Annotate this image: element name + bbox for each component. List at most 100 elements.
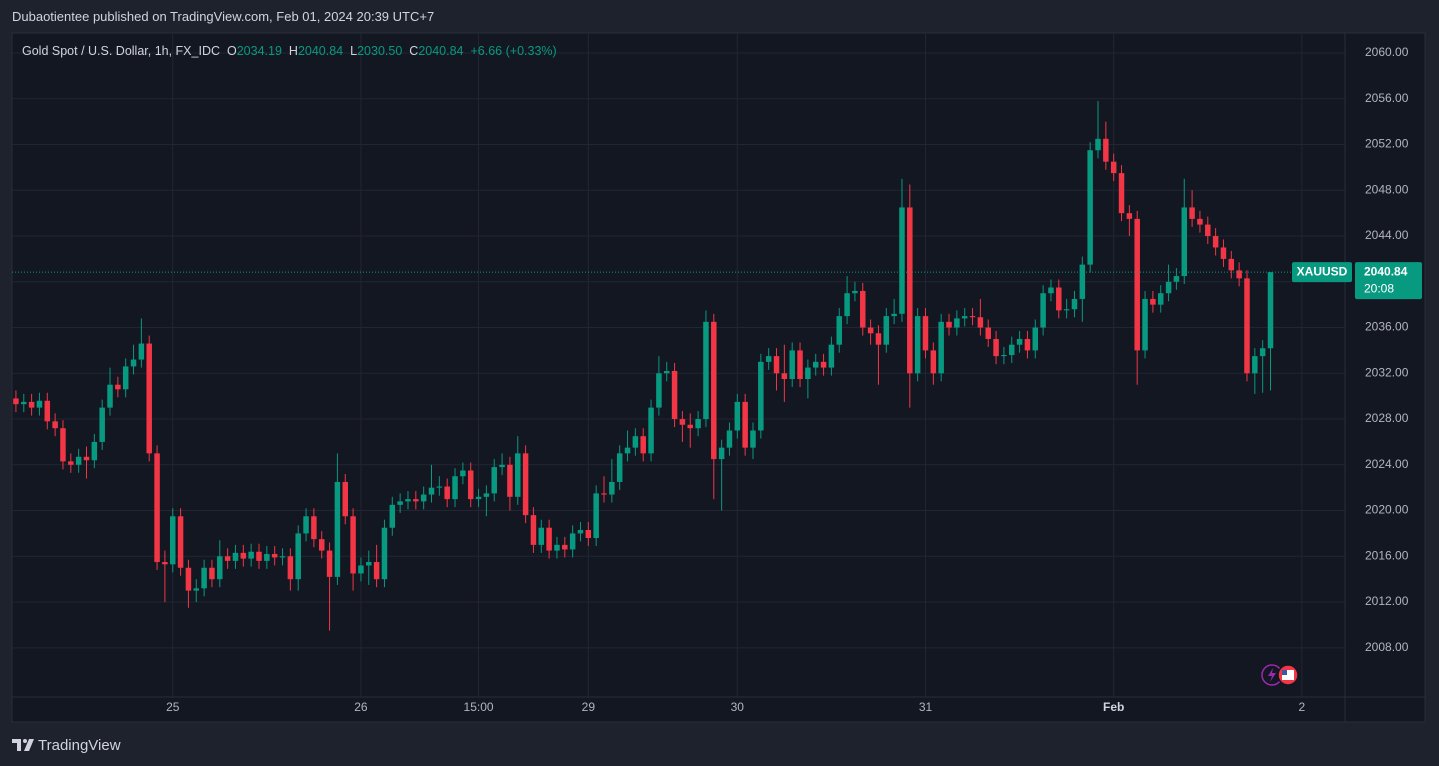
candle-body — [444, 486, 450, 500]
candle-body — [1103, 138, 1109, 162]
candle-body — [68, 461, 74, 465]
candle-body — [640, 436, 646, 454]
candle-body — [334, 481, 341, 577]
candle-body — [1212, 236, 1219, 248]
candle-body — [436, 486, 443, 488]
candle-body — [1236, 270, 1242, 279]
candle-body — [413, 499, 419, 502]
candle-body — [1056, 287, 1062, 311]
candle-body — [1110, 161, 1117, 174]
candle-body — [522, 453, 529, 516]
candle-body — [1228, 258, 1235, 271]
candle-body — [279, 556, 286, 558]
candle-body — [601, 493, 607, 495]
candle-body — [852, 290, 858, 294]
candle-body — [358, 565, 364, 574]
candle-body — [122, 366, 129, 390]
candle-body — [342, 481, 348, 517]
candle-body — [1244, 278, 1250, 374]
y-tick-label: 2008.00 — [1365, 640, 1409, 654]
x-tick-label: 2 — [1299, 700, 1306, 714]
candle-body — [240, 552, 247, 559]
candle-body — [750, 430, 756, 448]
publish-header: Dubaotientee published on TradingView.co… — [12, 9, 435, 24]
candle-body — [44, 400, 51, 422]
candle-body — [256, 551, 262, 561]
legend-value: 2030.50 — [357, 44, 403, 58]
candle-body — [1040, 293, 1046, 328]
x-tick-label: 31 — [919, 700, 933, 714]
candle-body — [1071, 298, 1078, 310]
candle-body — [452, 476, 458, 500]
candle-body — [632, 436, 639, 448]
candle-body — [648, 407, 654, 454]
candle-body — [467, 470, 474, 500]
candle-body — [860, 290, 866, 328]
candle-body — [201, 567, 207, 589]
candle-body — [734, 401, 741, 431]
candle-body — [687, 424, 694, 429]
y-tick-label: 2060.00 — [1365, 45, 1409, 59]
candle-body — [1079, 264, 1086, 299]
candle-body — [52, 421, 58, 429]
candle-body — [828, 344, 835, 368]
candle-body — [169, 516, 176, 565]
candle-body — [1095, 138, 1101, 151]
candle-body — [946, 321, 952, 328]
candle-body — [1009, 344, 1015, 355]
candle-body — [891, 313, 897, 317]
candle-body — [389, 504, 396, 528]
candle-body — [209, 567, 215, 580]
candle-body — [907, 207, 913, 374]
candle-body — [789, 350, 795, 380]
candle-body — [1205, 224, 1211, 237]
candle-body — [703, 321, 709, 420]
candle-body — [554, 544, 560, 551]
candle-body — [381, 527, 388, 580]
candle-body — [985, 327, 991, 339]
candle-body — [287, 556, 294, 580]
candle-body — [507, 464, 513, 497]
candle-body — [405, 499, 411, 502]
candle-body — [515, 453, 521, 497]
candle-body — [875, 333, 882, 345]
brand-name: TradingView — [38, 737, 121, 754]
candle-body — [318, 539, 325, 551]
candle-body — [836, 316, 842, 345]
legend-key: H — [288, 44, 298, 58]
price-tag: 2040.84 — [1364, 264, 1408, 278]
candle-body — [130, 359, 137, 367]
candle-body — [585, 529, 592, 539]
candle-body — [930, 350, 937, 374]
candle-body — [969, 316, 976, 318]
brand-logo — [12, 739, 34, 751]
candle-body — [193, 588, 200, 591]
candle-body — [232, 552, 239, 561]
candle-body — [138, 343, 145, 360]
candle-body — [797, 350, 803, 380]
candle-body — [1165, 281, 1172, 294]
event-icons — [1261, 664, 1299, 686]
candle-body — [366, 562, 372, 566]
y-tick-label: 2028.00 — [1365, 411, 1409, 425]
event-icon-bolt — [1268, 668, 1276, 682]
candle-body — [742, 401, 748, 448]
candle-body — [177, 516, 184, 568]
event-flag-canton — [1282, 670, 1287, 675]
candle-body — [899, 207, 905, 314]
legend-key: L — [350, 44, 358, 58]
candle-body — [609, 481, 615, 495]
candle-body — [60, 428, 66, 462]
candle-body — [1267, 272, 1274, 349]
candle-body — [616, 453, 623, 482]
x-tick-label: 25 — [166, 700, 180, 714]
candle-body — [820, 361, 827, 368]
symbol-legend: Gold Spot / U.S. Dollar, 1h, FX_IDC O2034… — [22, 44, 557, 58]
candle-body — [491, 467, 497, 494]
candle-body — [146, 343, 152, 454]
candle-body — [883, 316, 890, 345]
y-tick-label: 2012.00 — [1365, 594, 1409, 608]
candle-body — [185, 567, 192, 591]
candle-body — [1126, 213, 1133, 219]
